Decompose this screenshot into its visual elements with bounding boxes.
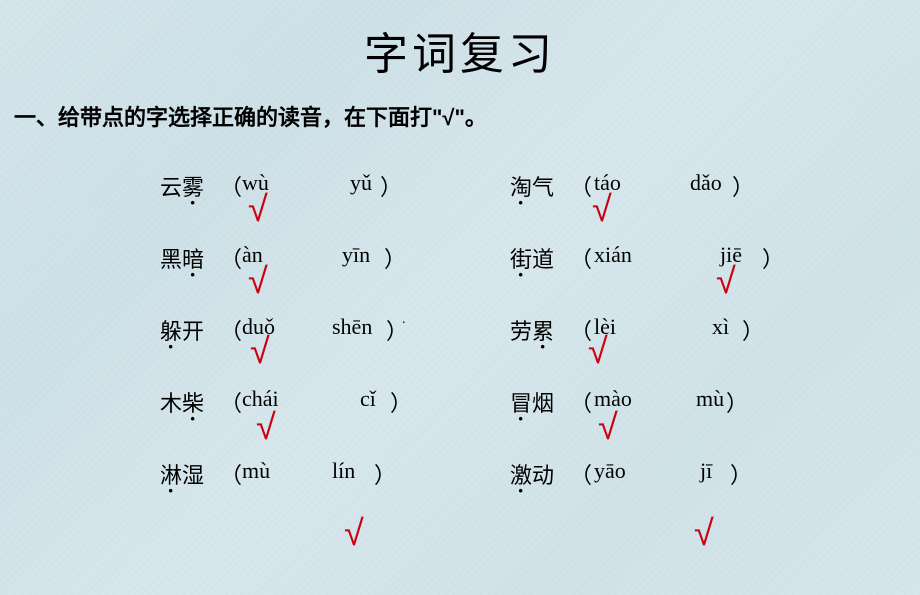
paren-open: （: [570, 458, 592, 490]
pinyin-option-2: yīn: [342, 242, 370, 268]
emphasis-dot: ·: [517, 262, 524, 288]
emphasis-dot: ·: [517, 190, 524, 216]
word: 云雾: [160, 170, 204, 202]
emphasis-dot: ·: [517, 478, 524, 504]
paren-open: （: [570, 242, 592, 274]
paren-close: ）: [742, 314, 764, 346]
pinyin-option-2: jī: [700, 458, 712, 484]
pinyin-option-1: mù: [242, 458, 270, 484]
pinyin-option-2: mù: [696, 386, 724, 412]
paren-close: ）: [384, 242, 406, 274]
emphasis-dot: ·: [539, 334, 546, 360]
paren-close: ）: [380, 170, 402, 202]
paren-open: （: [220, 314, 242, 346]
paren-close: ）: [390, 386, 412, 418]
check-mark-icon: √: [588, 330, 608, 372]
paren-close: ）: [762, 242, 784, 274]
check-mark-icon: √: [256, 406, 276, 448]
pinyin-option-1: xián: [594, 242, 632, 268]
pinyin-option-1: yāo: [594, 458, 626, 484]
check-mark-icon: √: [592, 188, 612, 230]
emphasis-dot: ·: [189, 406, 196, 432]
check-mark-icon: √: [344, 512, 364, 554]
word: 劳累: [510, 314, 554, 346]
emphasis-dot: ·: [517, 406, 524, 432]
check-mark-icon: √: [694, 512, 714, 554]
pinyin-option-2: lín: [332, 458, 355, 484]
paren-open: （: [570, 170, 592, 202]
pinyin-option-2: xì: [712, 314, 729, 340]
pinyin-option-2: shēn: [332, 314, 372, 340]
emphasis-dot: ·: [189, 262, 196, 288]
emphasis-dot: ·: [167, 478, 174, 504]
check-mark-icon: √: [250, 330, 270, 372]
emphasis-dot: ·: [167, 334, 174, 360]
paren-close: ）: [730, 458, 752, 490]
word: 木柴: [160, 386, 204, 418]
instruction-text: 一、给带点的字选择正确的读音，在下面打"√"。: [14, 100, 487, 132]
word: 黑暗: [160, 242, 204, 274]
paren-open: （: [570, 386, 592, 418]
emphasis-dot: ·: [189, 190, 196, 216]
paren-close: ）: [732, 170, 754, 202]
page-title: 字词复习: [0, 18, 920, 82]
paren-open: （: [220, 170, 242, 202]
paren-open: （: [220, 386, 242, 418]
paren-close: ）: [374, 458, 396, 490]
pinyin-option-2: dǎo: [690, 170, 722, 196]
pinyin-option-2: cǐ: [360, 386, 376, 412]
paren-close: ）: [386, 314, 408, 346]
pinyin-option-2: yǔ: [350, 170, 372, 196]
paren-open: （: [220, 458, 242, 490]
check-mark-icon: √: [248, 260, 268, 302]
check-mark-icon: √: [716, 260, 736, 302]
check-mark-icon: √: [248, 188, 268, 230]
paren-open: （: [220, 242, 242, 274]
check-mark-icon: √: [598, 406, 618, 448]
paren-close: ）: [726, 386, 748, 418]
